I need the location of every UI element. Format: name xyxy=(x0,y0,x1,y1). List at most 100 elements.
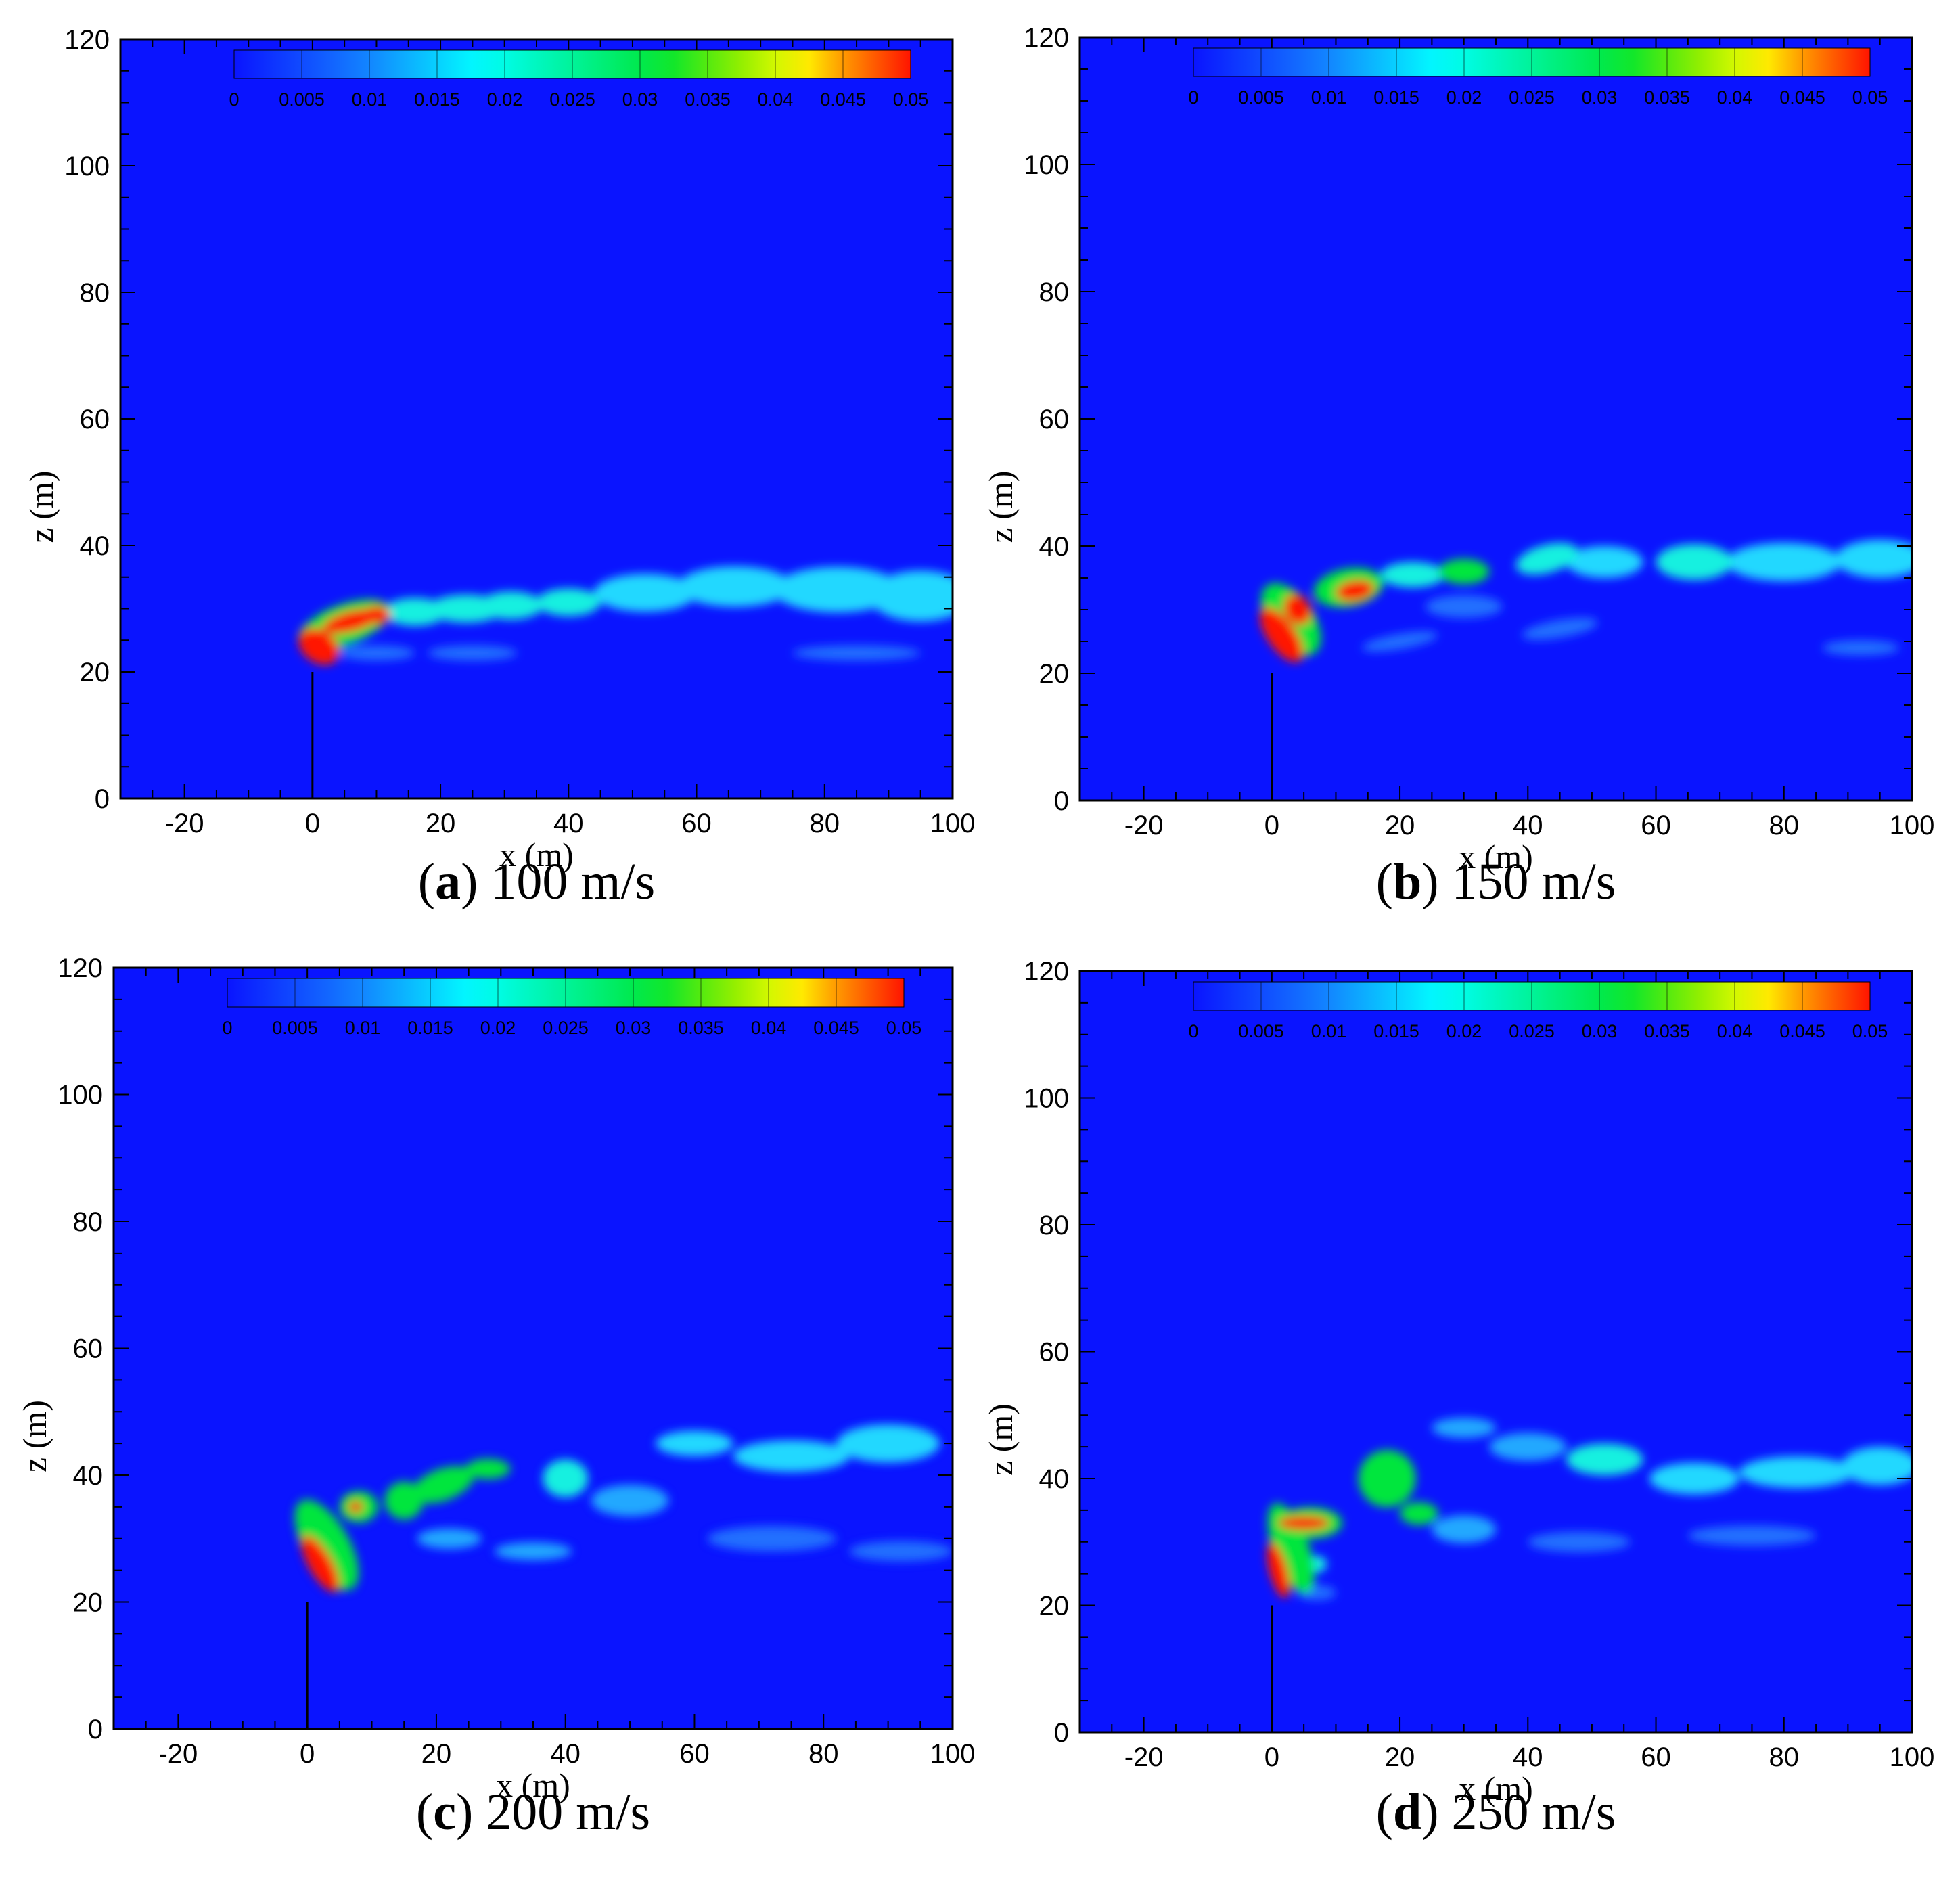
plume-blob-11 xyxy=(1739,1456,1854,1489)
colorbar-tick-label: 0.04 xyxy=(1717,87,1753,108)
plume-blob-0 xyxy=(1260,608,1303,662)
plume-blob-13 xyxy=(494,1542,572,1560)
plume-blob-13 xyxy=(1432,1515,1496,1543)
y-tick-label: 120 xyxy=(58,953,103,983)
x-tick-label: -20 xyxy=(165,809,204,838)
y-tick-label: 120 xyxy=(1024,957,1069,987)
plume-blob-5 xyxy=(1358,1449,1416,1508)
plume-blob-8 xyxy=(656,1430,733,1456)
plot-area xyxy=(1080,971,1912,1732)
plume-blob-13 xyxy=(1362,631,1438,652)
y-tick-label: 100 xyxy=(1024,1084,1069,1114)
colorbar-frame xyxy=(227,978,905,1008)
colorbar-tick-label: 0.015 xyxy=(1373,1021,1419,1041)
y-tick-label: 120 xyxy=(1024,23,1069,53)
x-axis-label: x (m) xyxy=(1459,838,1533,876)
colorbar-tick-label: 0.005 xyxy=(272,1018,318,1038)
colorbar-tick-label: 0.03 xyxy=(1582,87,1618,108)
y-tick-label: 80 xyxy=(1039,277,1070,307)
panel-caption: (a) 100 m/s xyxy=(417,853,656,910)
x-tick-label: 40 xyxy=(1513,1742,1543,1772)
colorbar-tick-label: 0.02 xyxy=(1446,87,1482,108)
y-tick-label: 20 xyxy=(73,1588,104,1618)
plume-blob-1 xyxy=(348,1501,363,1513)
plume-blob-0 xyxy=(301,1535,339,1592)
y-tick-label: 0 xyxy=(95,784,110,814)
colorbar-tick-label: 0.02 xyxy=(480,1018,516,1038)
y-tick-label: 0 xyxy=(1054,786,1069,816)
y-axis-label: z (m) xyxy=(982,1403,1020,1476)
plume-blob-6 xyxy=(1438,558,1490,585)
colorbar-tick-label: 0.025 xyxy=(1509,1021,1555,1041)
x-tick-label: 60 xyxy=(679,1739,710,1769)
plume-blob-9 xyxy=(733,1440,850,1472)
plume-blob-10 xyxy=(773,566,902,613)
caption-letter: a xyxy=(435,853,461,910)
y-tick-label: 40 xyxy=(73,1461,104,1491)
x-tick-label: -20 xyxy=(1124,1742,1164,1772)
colorbar-tick-label: 0.01 xyxy=(345,1018,381,1038)
x-tick-label: 40 xyxy=(550,1739,580,1769)
x-tick-label: 20 xyxy=(426,809,456,838)
x-tick-label: 80 xyxy=(810,809,840,838)
colorbar-tick-label: 0.025 xyxy=(543,1018,589,1038)
caption-text: 200 m/s xyxy=(486,1784,651,1841)
plume-blob-10 xyxy=(836,1424,940,1463)
x-tick-label: -20 xyxy=(158,1739,198,1769)
x-tick-label: 0 xyxy=(300,1739,315,1769)
colorbar-tick-label: 0.01 xyxy=(1311,87,1347,108)
plume-field xyxy=(1267,1418,1912,1600)
colorbar-tick-label: 0.01 xyxy=(1311,1021,1347,1041)
plume-blob-10 xyxy=(1649,1462,1739,1495)
plume-blob-0 xyxy=(298,628,340,665)
x-tick-label: 20 xyxy=(1385,1742,1415,1772)
x-tick-label: 100 xyxy=(1890,811,1935,840)
y-axis-label: z (m) xyxy=(16,1400,53,1472)
y-tick-label: 60 xyxy=(1039,405,1070,434)
y-tick-label: 20 xyxy=(1039,659,1070,689)
colorbar-tick-label: 0.025 xyxy=(1509,87,1555,108)
colorbar-tick-label: 0.035 xyxy=(685,89,731,110)
plume-blob-9 xyxy=(1656,544,1733,580)
plume-blob-15 xyxy=(849,1541,953,1562)
y-tick-label: 20 xyxy=(80,658,110,687)
panel-b: -20 0 20 40 60 80 100 0 20 40 60 80 100 120 x (m) z (m)… xyxy=(982,23,1935,876)
plume-blob-5 xyxy=(1380,562,1445,588)
colorbar-tick-label: 0.015 xyxy=(414,89,460,110)
caption-text: 100 m/s xyxy=(491,853,656,910)
panel-d: -20 0 20 40 60 80 100 0 20 40 60 80 100 120 x (m) z (m)… xyxy=(982,957,1934,1807)
y-tick-label: 40 xyxy=(80,531,110,561)
plume-blob-2 xyxy=(1336,580,1374,602)
plume-blob-8 xyxy=(1566,546,1643,578)
y-tick-label: 40 xyxy=(1039,532,1070,562)
plume-blob-14 xyxy=(1528,1531,1631,1552)
plume-blob-8 xyxy=(1489,1433,1567,1461)
colorbar-tick-label: 0.05 xyxy=(886,1018,922,1038)
y-tick-label: 120 xyxy=(64,25,110,55)
plume-blob-2 xyxy=(362,606,391,624)
panel-a: -20 0 20 40 60 80 100 0 20 40 60 80 100 120 x (m) z (m)… xyxy=(22,25,976,874)
plume-blob-5 xyxy=(428,594,505,623)
plume-blob-15 xyxy=(1822,640,1900,656)
plume-blob-14 xyxy=(1522,617,1598,640)
plume-blob-7 xyxy=(537,588,601,616)
plume-blob-8 xyxy=(594,574,697,612)
plume-field xyxy=(294,1424,953,1592)
x-tick-label: 40 xyxy=(553,809,584,838)
y-tick-label: 0 xyxy=(88,1715,103,1744)
colorbar-tick-label: 0.02 xyxy=(487,89,523,110)
x-tick-label: 100 xyxy=(930,809,976,838)
x-tick-label: 60 xyxy=(1641,811,1671,840)
caption-text: 150 m/s xyxy=(1451,853,1616,910)
colorbar-tick-label: 0.045 xyxy=(820,89,866,110)
x-tick-label: 20 xyxy=(1385,811,1415,840)
y-tick-label: 80 xyxy=(73,1207,104,1237)
colorbar-tick-label: 0.03 xyxy=(616,1018,652,1038)
colorbar-tick-label: 0.045 xyxy=(1779,1021,1825,1041)
caption-letter: d xyxy=(1392,1784,1422,1841)
plume-blob-11 xyxy=(591,1485,669,1516)
colorbar-tick-label: 0 xyxy=(229,89,239,110)
plume-blob-6 xyxy=(1400,1502,1438,1525)
plume-blob-6 xyxy=(465,1458,511,1479)
colorbar-tick-label: 0.04 xyxy=(751,1018,787,1038)
